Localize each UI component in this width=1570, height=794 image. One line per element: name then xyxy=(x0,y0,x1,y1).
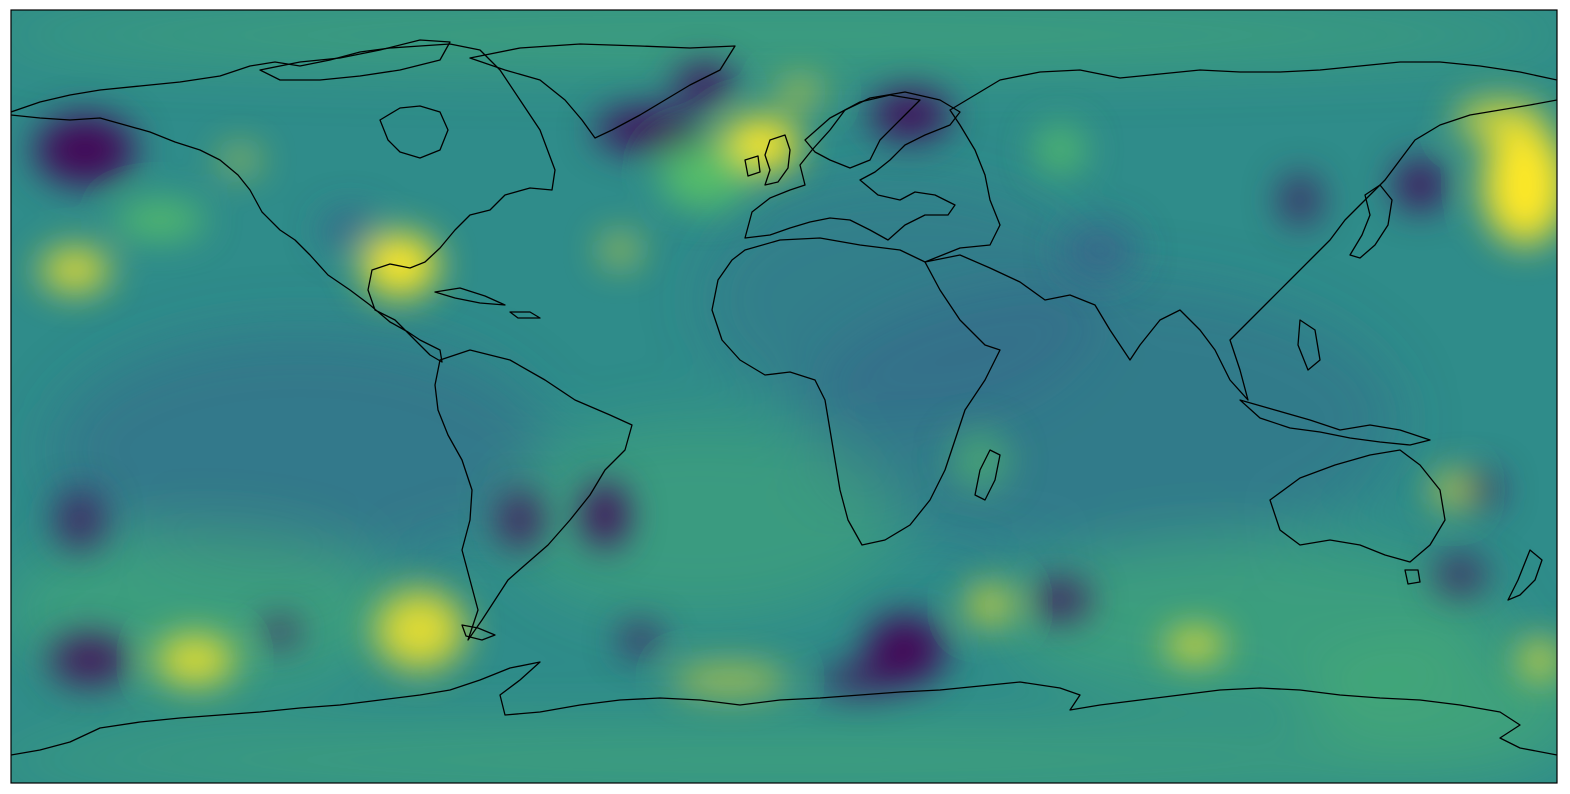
field-anomaly xyxy=(362,233,438,297)
field-anomaly xyxy=(583,483,627,547)
field-anomaly xyxy=(950,430,1010,490)
coastline-africa xyxy=(711,237,1001,546)
coastline-tierra-del-fuego xyxy=(461,624,496,641)
field-blobs-broad xyxy=(11,10,1557,783)
coastlines xyxy=(11,39,1557,756)
coastline-scandinavia xyxy=(804,94,921,169)
field-anomaly xyxy=(50,635,130,685)
field-anomaly xyxy=(1060,220,1140,280)
field-anomaly xyxy=(320,210,380,250)
coastline-madagascar xyxy=(974,449,1001,501)
field-anomaly xyxy=(1035,125,1085,175)
field-anomaly xyxy=(965,585,1015,625)
field-anomaly xyxy=(1300,650,1557,750)
field-anomaly xyxy=(1435,555,1485,595)
field-anomaly xyxy=(1395,160,1445,210)
field-anomaly xyxy=(1432,472,1468,508)
field-anomaly xyxy=(600,235,640,265)
coastline-hudson-bay xyxy=(379,105,449,159)
field-anomaly xyxy=(675,65,735,105)
field-anomaly xyxy=(40,248,110,292)
coastline-arctic-islands xyxy=(259,39,451,81)
field-anomaly xyxy=(1460,472,1500,508)
coastline-tasmania xyxy=(1404,569,1421,585)
coastline-asia xyxy=(924,61,1557,401)
field-anomaly xyxy=(1483,125,1557,245)
field-anomaly xyxy=(595,108,705,152)
field-anomaly xyxy=(620,625,660,655)
coastline-north-america xyxy=(11,43,556,363)
field-anomaly xyxy=(1455,100,1545,140)
coastline-british-isles xyxy=(744,134,791,186)
field-anomaly xyxy=(500,420,900,620)
field-anomaly xyxy=(1030,580,1090,620)
map-frame xyxy=(10,9,1558,784)
coastline-caribbean xyxy=(434,287,541,319)
field-anomaly xyxy=(50,330,550,570)
field-layer xyxy=(11,10,1557,783)
field-anomaly xyxy=(11,730,1557,783)
coastline-europe xyxy=(744,91,961,241)
coastline-australia xyxy=(1269,449,1446,563)
field-anomaly xyxy=(1520,640,1557,680)
field-anomaly xyxy=(35,115,135,185)
field-anomaly xyxy=(260,620,300,644)
field-anomaly xyxy=(375,590,465,670)
coastline-south-america xyxy=(434,349,633,641)
coastline-maritime-southeast-asia xyxy=(1239,319,1431,446)
field-anomaly xyxy=(820,666,900,694)
field-anomaly xyxy=(700,180,1100,420)
coastline-new-zealand xyxy=(1507,549,1543,601)
field-anomaly xyxy=(1280,175,1320,225)
field-anomaly xyxy=(11,10,1557,65)
field-anomaly xyxy=(865,615,945,685)
field-anomaly xyxy=(775,80,825,104)
field-anomaly xyxy=(1165,630,1225,660)
field-anomaly xyxy=(660,140,750,210)
field-blobs xyxy=(35,65,1557,695)
field-anomaly xyxy=(155,635,235,685)
field-anomaly xyxy=(670,665,790,695)
field-anomaly xyxy=(498,492,542,548)
field-anomaly xyxy=(115,202,205,238)
coastline-japan xyxy=(1349,184,1393,259)
coastline-antarctica xyxy=(11,661,1557,756)
field-anomaly xyxy=(220,148,260,172)
coastline-greenland xyxy=(469,43,736,139)
field-anomaly xyxy=(870,90,950,140)
field-anomaly xyxy=(55,490,105,550)
